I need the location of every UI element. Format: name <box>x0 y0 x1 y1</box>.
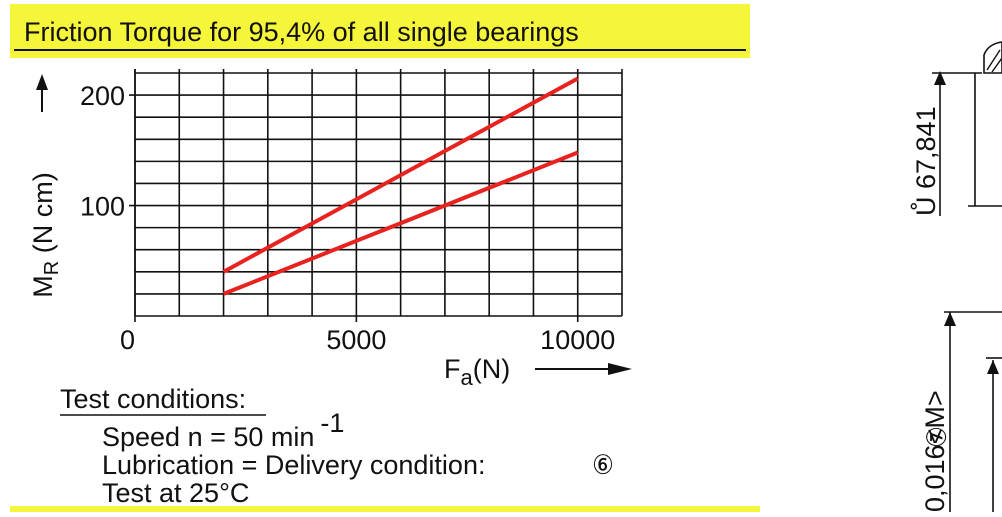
x-tick-label: 0 <box>120 325 135 355</box>
technical-drawing: Ů 67,841 0,016<M> ⑦ <box>909 41 1002 512</box>
hatching <box>986 49 1002 73</box>
x-label-unit: (N) <box>473 354 510 384</box>
dimension-arrow <box>944 312 956 326</box>
x-label-sub: a <box>461 365 474 390</box>
x-label-main: F <box>444 354 461 384</box>
data-line <box>222 76 579 274</box>
dimension-arrow <box>987 360 999 374</box>
notes-temperature: Test at 25°C <box>102 478 249 508</box>
speed-text: Speed n = 50 min <box>102 422 314 452</box>
y-arrowhead <box>36 74 48 90</box>
data-line <box>222 150 579 296</box>
bottom-band <box>10 506 760 512</box>
y-tick-label: 100 <box>80 192 125 222</box>
y-label-main: M <box>28 275 58 298</box>
y-label-unit: (N cm) <box>28 172 58 260</box>
notes-lubrication: Lubrication = Delivery condition: <box>102 450 485 480</box>
hatched-section <box>983 41 1002 74</box>
chart-title: Friction Torque for 95,4% of all single … <box>24 17 579 47</box>
diameter-label: Ů 67,841 <box>909 106 941 216</box>
speed-exponent: -1 <box>320 408 344 438</box>
notes-marker: ⑥ <box>592 450 614 480</box>
x-axis-label: Fa(N) <box>444 354 510 390</box>
x-arrowhead <box>608 363 632 375</box>
dimension-arrow <box>934 71 946 85</box>
y-axis-label: MR (N cm) <box>28 172 63 297</box>
y-tick-label: 200 <box>80 81 125 111</box>
notes-speed: Speed n = 50 min -1 <box>102 408 344 452</box>
drawing-marker: ⑦ <box>922 426 952 448</box>
x-tick-label: 10000 <box>540 325 615 355</box>
tolerance-label: 0,016<M> <box>920 390 950 512</box>
x-tick-label: 5000 <box>326 325 386 355</box>
y-label-sub: R <box>41 261 63 275</box>
notes-heading: Test conditions: <box>60 384 246 414</box>
